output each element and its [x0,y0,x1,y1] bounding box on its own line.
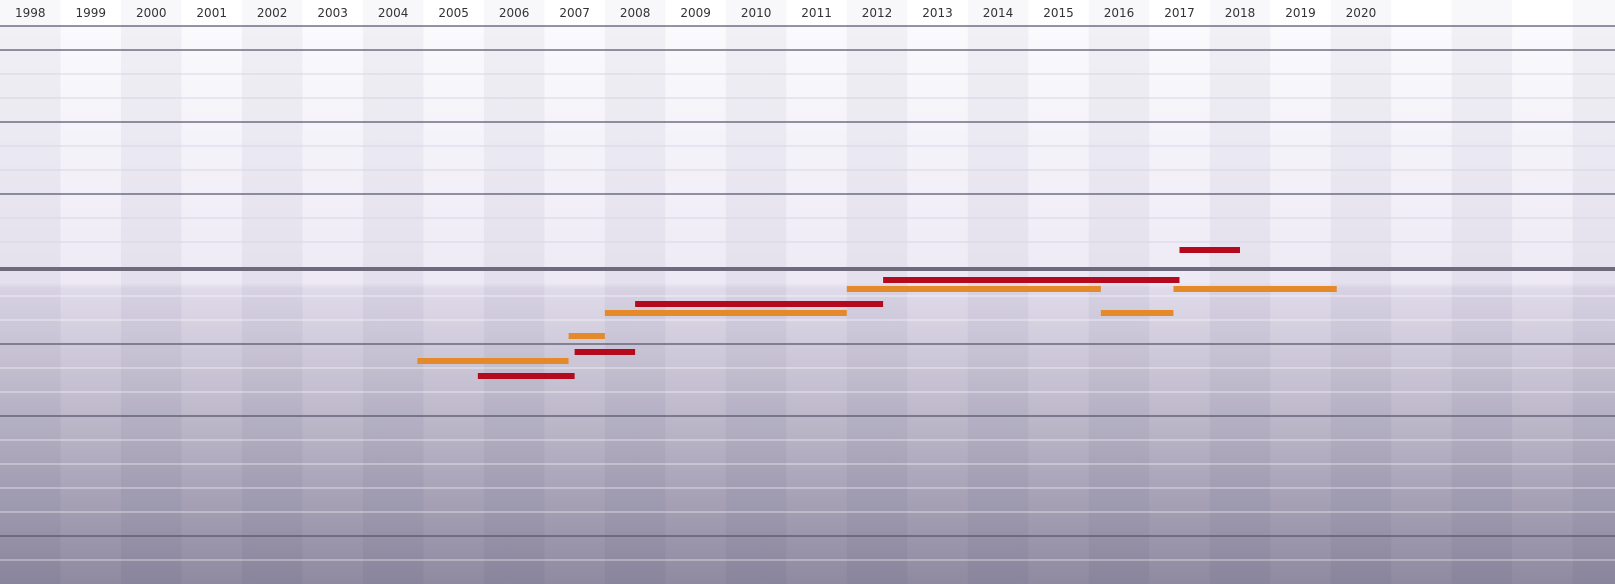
year-label: 2008 [620,6,651,20]
year-label: 2005 [438,6,469,20]
year-label: 2011 [801,6,832,20]
year-stripe [120,0,182,584]
timeline-bar-red [635,301,884,307]
year-label: 2000 [136,6,167,20]
year-label: 2004 [378,6,409,20]
year-label: 2016 [1104,6,1135,20]
year-label: 2012 [862,6,893,20]
year-label: 2014 [983,6,1014,20]
timeline-bar-orange [1173,286,1337,292]
year-stripe [604,0,666,584]
year-label: 2001 [196,6,227,20]
timeline-bar-orange [1100,310,1174,316]
year-label: 2010 [741,6,772,20]
year-label: 2006 [499,6,530,20]
year-stripe [362,0,424,584]
year-label: 2017 [1164,6,1195,20]
year-labels: 1998 1999 2000 2001 2002 2003 2004 2005 2006 2007… [15,6,1376,20]
year-stripe [241,0,303,584]
header-band [0,0,1615,26]
year-stripe [1451,0,1513,584]
grid-lines [0,25,1615,561]
year-label: 1998 [15,6,46,20]
year-label: 2018 [1225,6,1256,20]
year-stripe [1330,0,1392,584]
year-stripe [483,0,545,584]
timeline-bar-red [883,277,1180,283]
year-label: 2002 [257,6,288,20]
year-stripe [725,0,787,584]
year-label: 2003 [317,6,348,20]
timeline-bars [417,247,1337,379]
year-stripe [1572,0,1615,584]
year-stripe [0,0,61,584]
year-label: 2020 [1346,6,1377,20]
timeline-bar-orange [604,310,847,316]
timeline-bar-red [1179,247,1240,253]
year-label: 2019 [1285,6,1316,20]
timeline-bar-red [574,349,636,355]
timeline-bar-orange [568,333,605,339]
timeline-bar-orange [846,286,1101,292]
year-label: 2007 [559,6,590,20]
timeline-bar-orange [417,358,569,364]
year-label: 2015 [1043,6,1074,20]
year-label: 2009 [680,6,711,20]
year-label: 2013 [922,6,953,20]
timeline-bar-red [477,373,575,379]
year-label: 1999 [75,6,106,20]
